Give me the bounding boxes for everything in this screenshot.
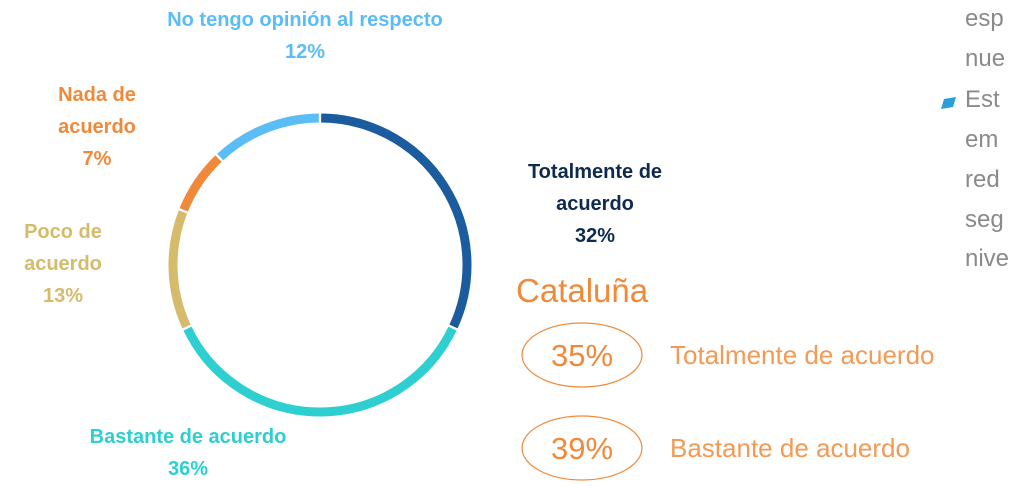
category-name: Bastante de acuerdo	[89, 426, 287, 448]
percent-label: 13%	[42, 285, 84, 307]
category-name: Nada de acuerdo	[58, 84, 136, 138]
donut-segment	[168, 210, 191, 329]
segment-label: Totalmente de acuerdo 32%	[490, 156, 700, 252]
percent-label: 32%	[574, 225, 616, 247]
percent-label: 12%	[284, 41, 326, 63]
value-text: 35%	[551, 338, 613, 373]
donut-segment	[183, 326, 457, 417]
segment-label: No tengo opinión al respecto 12%	[165, 4, 445, 68]
side-text: em	[965, 126, 998, 153]
percent-label: 36%	[167, 458, 209, 480]
category-name: No tengo opinión al respecto	[167, 9, 443, 31]
side-text: nue	[965, 45, 1005, 72]
segment-label: Poco de acuerdo 13%	[3, 216, 123, 312]
category-name: Totalmente de acuerdo	[527, 161, 663, 215]
segment-label: Bastante de acuerdo 36%	[28, 421, 348, 485]
side-text: red	[965, 166, 1000, 193]
side-text: nive	[965, 245, 1009, 272]
value-ellipse	[521, 415, 643, 481]
section-title: Cataluña	[516, 272, 649, 309]
donut-segment	[217, 113, 319, 161]
value-text: 39%	[551, 431, 613, 466]
side-text: esp	[965, 5, 1004, 32]
side-text: seg	[965, 206, 1004, 233]
category-name: Poco de acuerdo	[24, 221, 102, 275]
side-text: Est	[965, 86, 1000, 113]
bullet	[941, 97, 956, 109]
value-ellipse	[521, 322, 643, 388]
donut-segment	[321, 113, 472, 329]
item-label: Totalmente de acuerdo	[670, 340, 935, 370]
item-label: Bastante de acuerdo	[670, 433, 910, 463]
segment-label: Nada de acuerdo 7%	[32, 79, 162, 175]
percent-label: 7%	[82, 148, 112, 170]
donut-segment	[179, 155, 222, 212]
